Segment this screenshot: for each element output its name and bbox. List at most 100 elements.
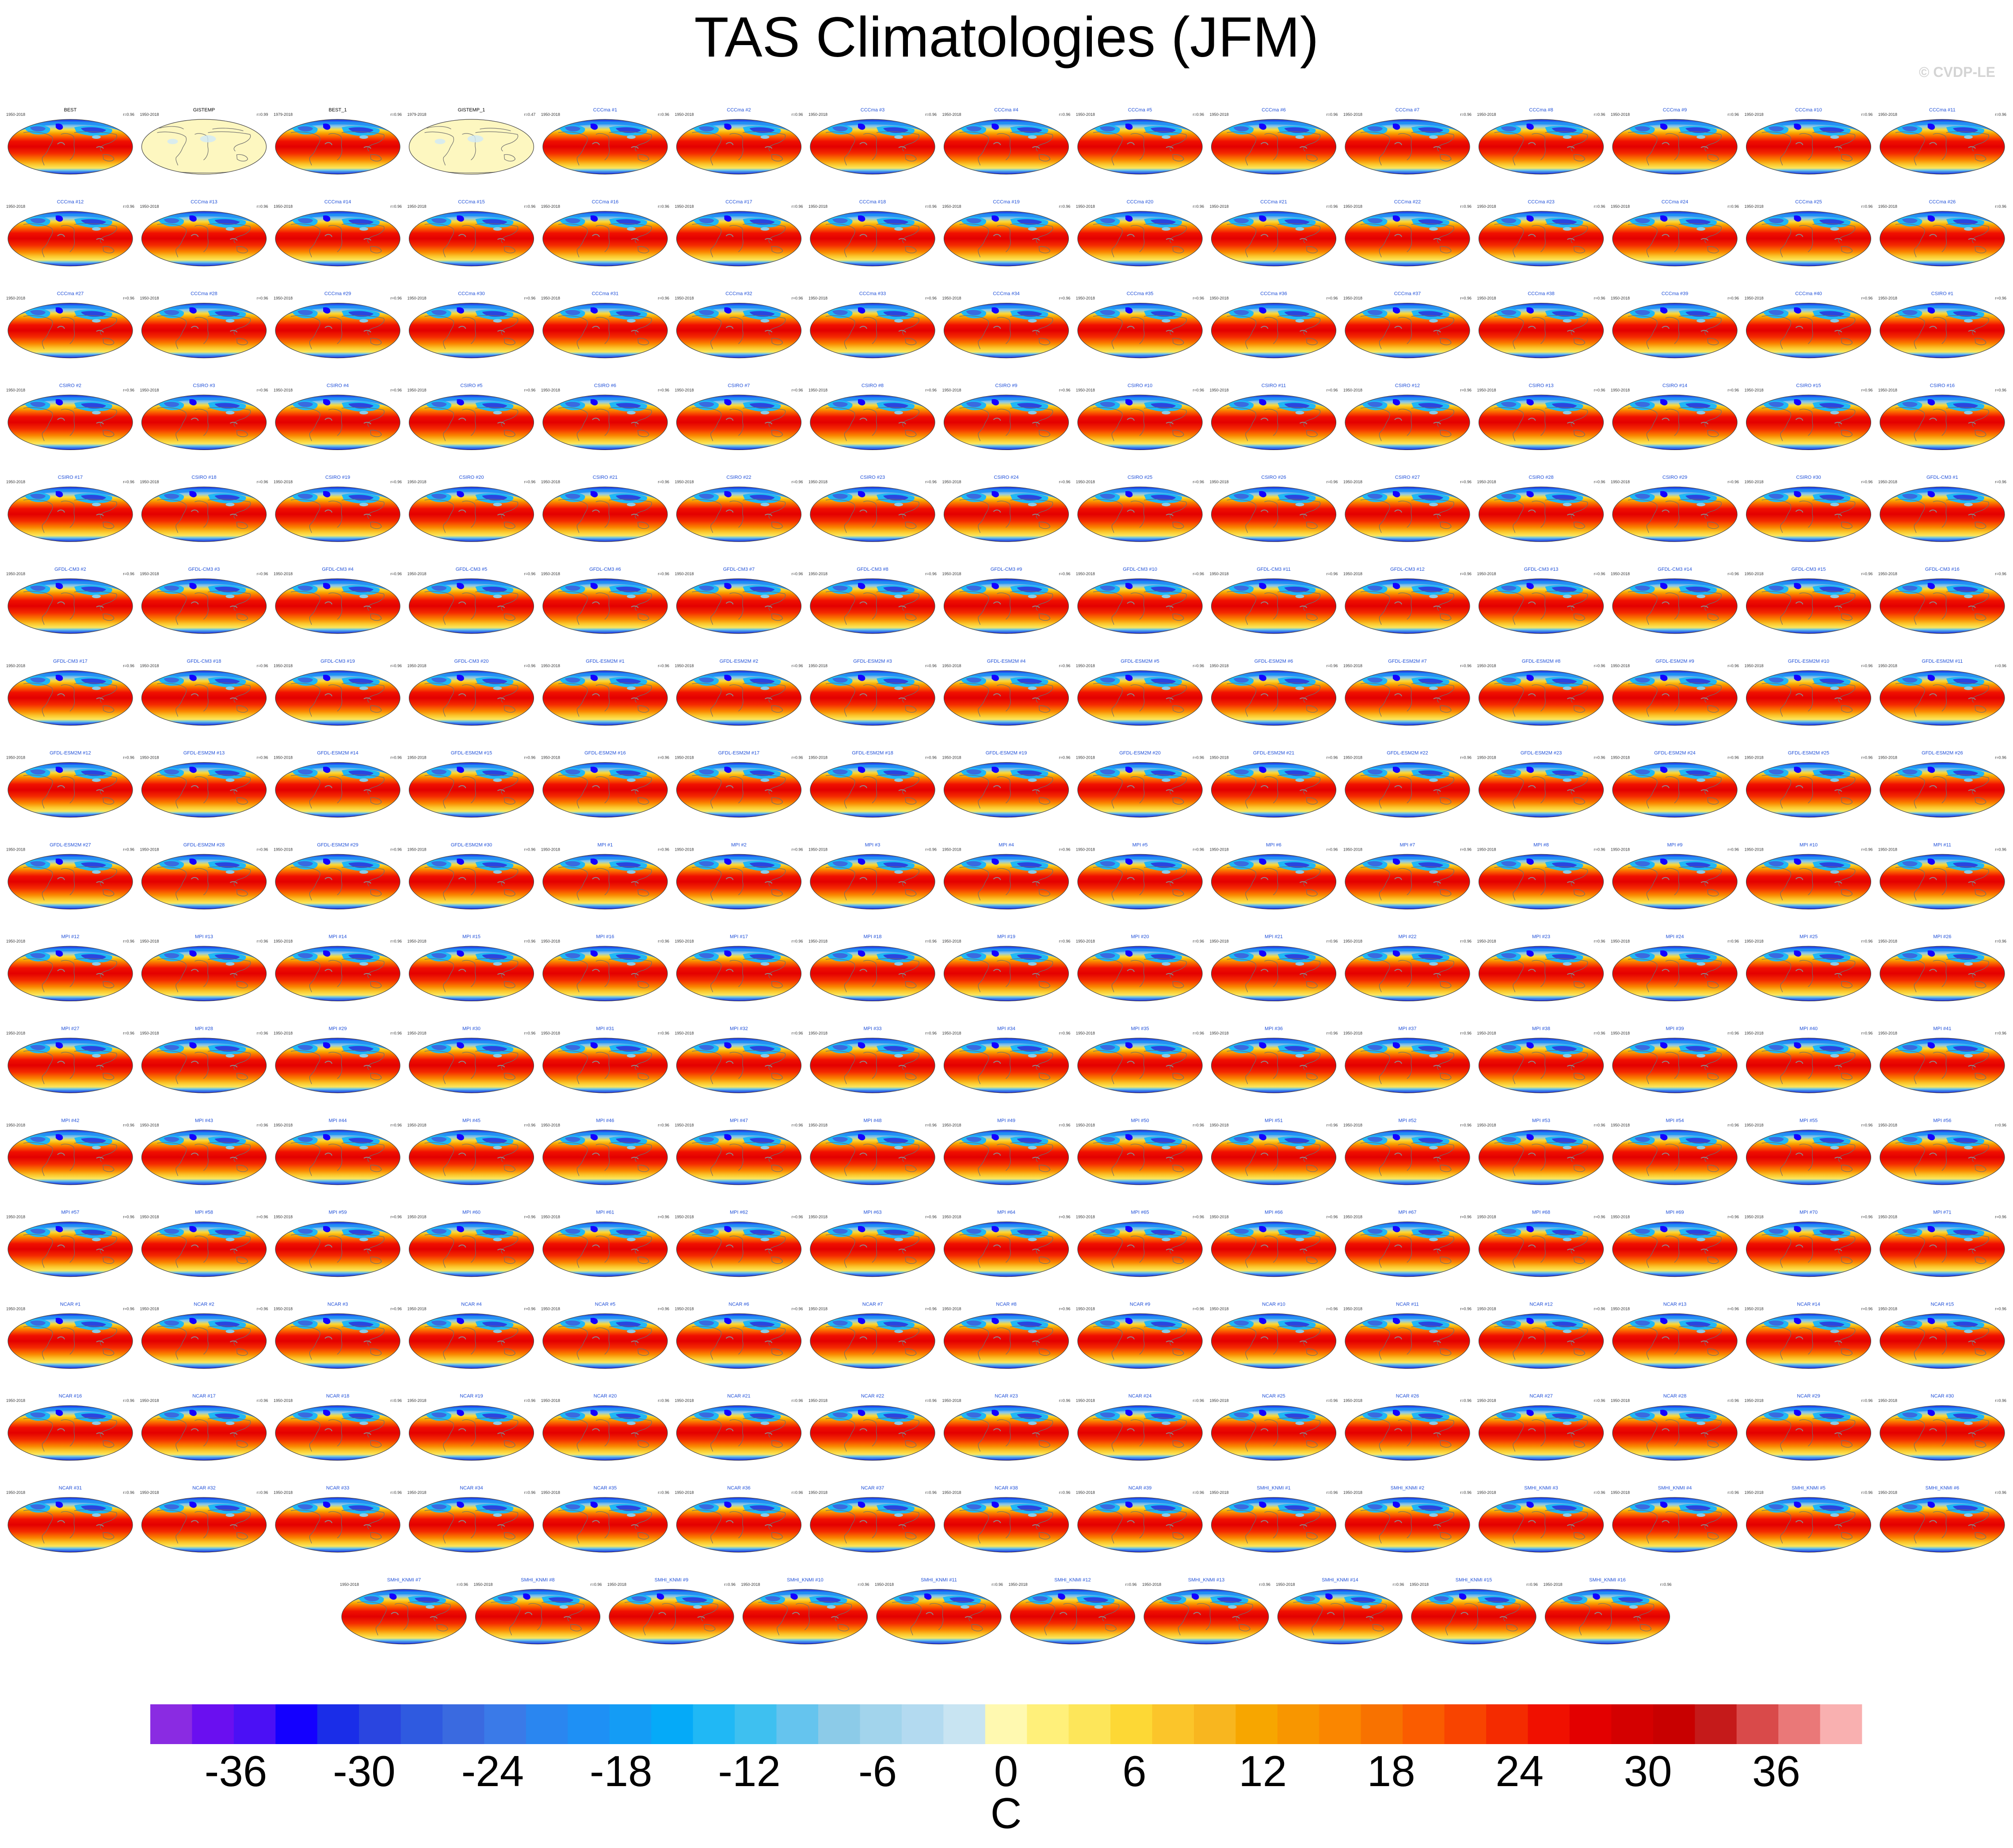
panel-stat: r=0.96 — [257, 756, 268, 760]
map-border — [1345, 670, 1470, 726]
panel-title: MPI #3 — [865, 842, 881, 848]
map-panel: 1950-2018 GFDL-CM3 #9 r=0.96 — [942, 567, 1071, 634]
panel-title: NCAR #13 — [1663, 1302, 1687, 1307]
panel-stat: r=0.96 — [1861, 1490, 1873, 1495]
map-panel: 1950-2018 GFDL-ESM2M #2 r=0.96 — [675, 659, 803, 726]
map-panel: 1950-2018 SMHI_KNMI #11 r=0.96 — [875, 1577, 1003, 1645]
panel-period: 1950-2018 — [1343, 388, 1362, 392]
map-border — [275, 1405, 400, 1461]
panel-period: 1950-2018 — [1611, 756, 1630, 760]
panel-period: 1950-2018 — [1210, 939, 1229, 943]
panel-period: 1950-2018 — [140, 939, 159, 943]
panel-period: 1950-2018 — [942, 939, 961, 943]
panel-period: 1950-2018 — [408, 756, 427, 760]
map-panel: 1950-2018 MPI #35 r=0.96 — [1076, 1026, 1204, 1093]
map-panel: 1950-2018 CSIRO #29 r=0.96 — [1611, 475, 1739, 542]
map-border — [810, 670, 935, 726]
map-panel: 1950-2018 CCCma #20 r=0.96 — [1076, 199, 1204, 267]
panel-title: GFDL-CM3 #1 — [1926, 475, 1958, 480]
panel-period: 1950-2018 — [1878, 1123, 1897, 1127]
map-border — [542, 946, 668, 1001]
panel-title: SMHI_KNMI #14 — [1322, 1577, 1358, 1583]
panel-stat: r=0.96 — [390, 572, 402, 576]
map-border — [408, 302, 534, 359]
panel-stat: r=0.96 — [1327, 1123, 1338, 1127]
panel-period: 1950-2018 — [140, 296, 159, 301]
panel-stat: r=0.96 — [792, 1123, 803, 1127]
panel-stat: r=0.96 — [390, 756, 402, 760]
panel-title: CCCma #35 — [1127, 291, 1154, 297]
panel-title: GFDL-ESM2M #16 — [584, 751, 626, 756]
panel-period: 1950-2018 — [408, 939, 427, 943]
map-border — [8, 1405, 133, 1461]
panel-title: CSIRO #2 — [59, 383, 81, 388]
panel-stat: r=0.96 — [658, 112, 669, 117]
map-border — [542, 302, 668, 359]
panel-stat: r=0.96 — [1594, 1031, 1605, 1035]
panel-title: GFDL-CM3 #11 — [1257, 567, 1291, 572]
colorbar-swatch — [1569, 1704, 1612, 1744]
panel-title: CSIRO #10 — [1128, 383, 1152, 388]
colorbar-swatch — [1235, 1704, 1278, 1744]
panel-period: 1950-2018 — [274, 756, 293, 760]
panel-period: 1950-2018 — [1210, 1398, 1229, 1403]
map-border — [1077, 946, 1203, 1001]
map-border — [141, 946, 267, 1001]
panel-stat: r=0.96 — [1327, 296, 1338, 301]
panel-title: CCCma #12 — [57, 199, 84, 205]
panel-stat: r=0.96 — [1727, 1490, 1739, 1495]
map-panel: 1950-2018 CSIRO #11 r=0.96 — [1210, 383, 1338, 451]
map-border — [810, 1038, 935, 1093]
panel-title: NCAR #14 — [1797, 1302, 1820, 1307]
map-panel: 1950-2018 CSIRO #5 r=0.96 — [408, 383, 536, 451]
panel-title: MPI #53 — [1532, 1118, 1550, 1123]
panel-stat: r=0.96 — [123, 204, 134, 209]
panel-period: 1950-2018 — [1878, 572, 1897, 576]
map-panel: 1950-2018 MPI #42 r=0.96 — [6, 1118, 134, 1185]
map-panel: 1950-2018 CSIRO #14 r=0.96 — [1611, 383, 1739, 451]
map-panel: 1950-2018 CCCma #21 r=0.96 — [1210, 199, 1338, 267]
panel-title: CSIRO #16 — [1930, 383, 1955, 388]
map-border — [1211, 486, 1337, 542]
map-panel: 1950-2018 CCCma #39 r=0.96 — [1611, 291, 1739, 359]
map-border — [542, 1405, 668, 1461]
map-border — [1612, 302, 1738, 359]
map-border — [1612, 211, 1738, 267]
panel-stat: r=0.96 — [1460, 572, 1472, 576]
copyright-note: © CVDP-LE — [1919, 64, 1995, 80]
map-border — [676, 854, 802, 910]
panel-period: 1950-2018 — [6, 112, 25, 117]
panel-stat: r=0.96 — [1460, 1398, 1472, 1403]
panel-title: GFDL-ESM2M #8 — [1522, 659, 1560, 664]
map-panel: 1950-2018 CSIRO #2 r=0.96 — [6, 383, 134, 451]
map-border — [1612, 1405, 1738, 1461]
panel-title: MPI #18 — [864, 934, 882, 939]
map-border — [676, 578, 802, 634]
panel-period: 1950-2018 — [1210, 1031, 1229, 1035]
map-panel: 1950-2018 GFDL-ESM2M #6 r=0.96 — [1210, 659, 1338, 726]
panel-title: CCCma #23 — [1528, 199, 1555, 205]
map-panel: 1950-2018 GFDL-ESM2M #15 r=0.96 — [408, 751, 536, 818]
map-panel: 1950-2018 NCAR #4 r=0.96 — [408, 1302, 536, 1369]
panel-period: 1950-2018 — [808, 572, 827, 576]
panel-period: 1950-2018 — [1477, 1031, 1496, 1035]
panel-title: MPI #40 — [1800, 1026, 1818, 1031]
map-border — [1211, 1130, 1337, 1185]
map-border — [1612, 1313, 1738, 1369]
panel-period: 1950-2018 — [541, 664, 560, 668]
map-border — [676, 1313, 802, 1369]
map-panel: 1950-2018 GFDL-ESM2M #12 r=0.96 — [6, 751, 134, 818]
panel-title: CCCma #15 — [458, 199, 485, 205]
panel-title: CSIRO #1 — [1931, 291, 1953, 297]
panel-stat: r=0.96 — [1861, 1031, 1873, 1035]
map-panel: 1950-2018 GFDL-ESM2M #29 r=0.96 — [274, 842, 402, 910]
map-border — [542, 1130, 668, 1185]
map-panel: 1950-2018 CCCma #1 r=0.96 — [541, 107, 669, 175]
panel-title: CCCma #6 — [1262, 107, 1285, 113]
panel-stat: r=0.96 — [123, 572, 134, 576]
panel-stat: r=0.96 — [658, 1123, 669, 1127]
map-panel: 1950-2018 GFDL-ESM2M #3 r=0.96 — [808, 659, 937, 726]
panel-period: 1950-2018 — [1076, 1306, 1095, 1311]
colorbar-swatch — [233, 1704, 276, 1744]
panel-period: 1950-2018 — [1878, 112, 1897, 117]
